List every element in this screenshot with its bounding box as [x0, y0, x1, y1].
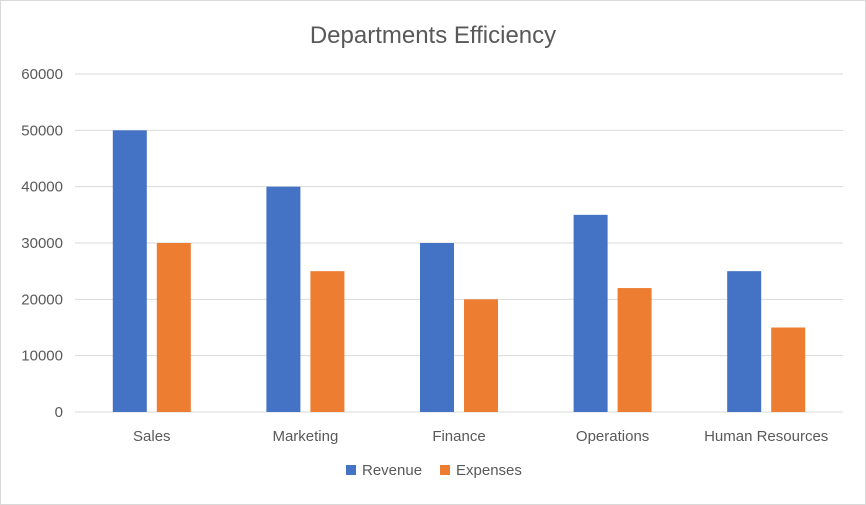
bar-revenue-finance [420, 243, 454, 412]
x-axis-categories: Sales Marketing Finance Operations Human Res… [133, 428, 828, 445]
y-axis-ticks: 0 10000 20000 30000 40000 50000 60000 [21, 66, 63, 421]
legend-swatch-revenue [346, 465, 356, 475]
y-tick-label: 0 [55, 404, 63, 421]
x-category-label: Sales [133, 428, 171, 445]
x-category-label: Operations [576, 428, 649, 445]
legend: Revenue Expenses [346, 462, 522, 479]
y-tick-label: 30000 [21, 235, 63, 252]
x-category-label: Marketing [272, 428, 338, 445]
bar-expenses-sales [156, 243, 191, 412]
bar-revenue-operations [573, 214, 608, 412]
bar-expenses-human-resources [771, 327, 806, 412]
bar-revenue-human-resources [727, 271, 762, 412]
bars [112, 130, 806, 413]
legend-swatch-expenses [440, 465, 450, 475]
y-tick-label: 50000 [21, 122, 63, 139]
y-tick-label: 40000 [21, 179, 63, 196]
gridlines [75, 73, 843, 413]
legend-label-revenue: Revenue [362, 462, 422, 479]
y-tick-label: 20000 [21, 291, 63, 308]
x-category-label: Finance [432, 428, 485, 445]
y-tick-label: 60000 [21, 66, 63, 83]
bar-revenue-marketing [266, 186, 301, 412]
legend-label-expenses: Expenses [456, 462, 522, 479]
chart-title: Departments Efficiency [310, 22, 556, 49]
y-tick-label: 10000 [21, 348, 63, 365]
bar-expenses-finance [464, 299, 498, 412]
bar-expenses-marketing [310, 271, 345, 412]
bar-expenses-operations [617, 288, 652, 412]
x-category-label: Human Resources [704, 428, 828, 445]
bar-revenue-sales [112, 130, 147, 413]
